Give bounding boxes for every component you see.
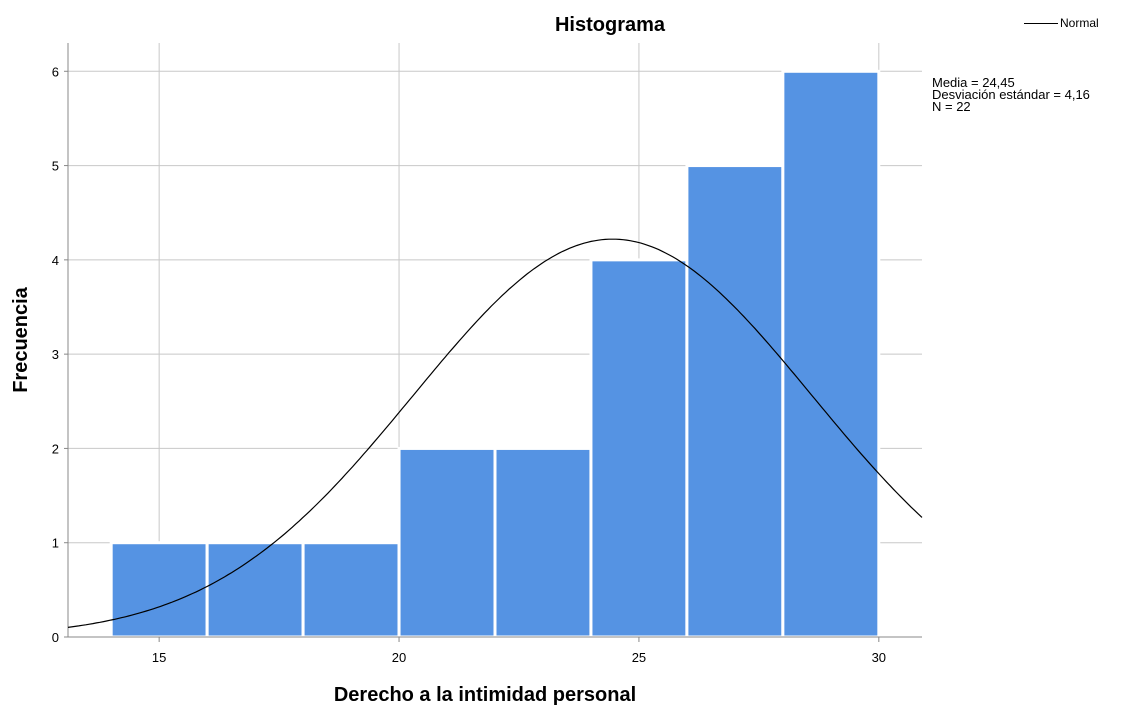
y-tick-label: 1 — [52, 536, 59, 551]
y-tick-label: 0 — [52, 630, 59, 645]
x-tick-label: 30 — [872, 650, 886, 665]
histogram-bar — [301, 541, 401, 639]
histogram-bar — [493, 446, 593, 639]
histogram-bar — [205, 541, 305, 639]
x-tick-label: 15 — [152, 650, 166, 665]
legend-normal-swatch — [1024, 22, 1058, 24]
y-tick-label: 4 — [52, 253, 59, 268]
stats-box: Media = 24,45 Desviación estándar = 4,16… — [932, 75, 1090, 114]
chart-title: Histograma — [555, 14, 666, 36]
histogram-bar — [685, 164, 785, 639]
y-tick-label: 5 — [52, 159, 59, 174]
y-tick-label: 6 — [52, 64, 59, 79]
histogram-bar — [397, 446, 497, 639]
y-tick-label: 3 — [52, 347, 59, 362]
y-axis-label: Frecuencia — [10, 286, 32, 392]
normal-curve — [67, 238, 923, 628]
stat-n: N = 22 — [932, 99, 971, 114]
histogram-bar — [589, 258, 689, 639]
histogram-bar — [781, 69, 881, 639]
legend-normal-label: Normal — [1060, 16, 1099, 30]
chart-legend: Normal — [1024, 16, 1099, 30]
y-tick-label: 2 — [52, 441, 59, 456]
histogram-bar — [109, 541, 209, 639]
stat-mean: Media = 24,45 — [932, 75, 1015, 90]
x-tick-label: 25 — [632, 650, 646, 665]
x-tick-label: 20 — [392, 650, 406, 665]
x-axis-label: Derecho a la intimidad personal — [334, 684, 636, 706]
stat-std-dev: Desviación estándar = 4,16 — [932, 87, 1090, 102]
